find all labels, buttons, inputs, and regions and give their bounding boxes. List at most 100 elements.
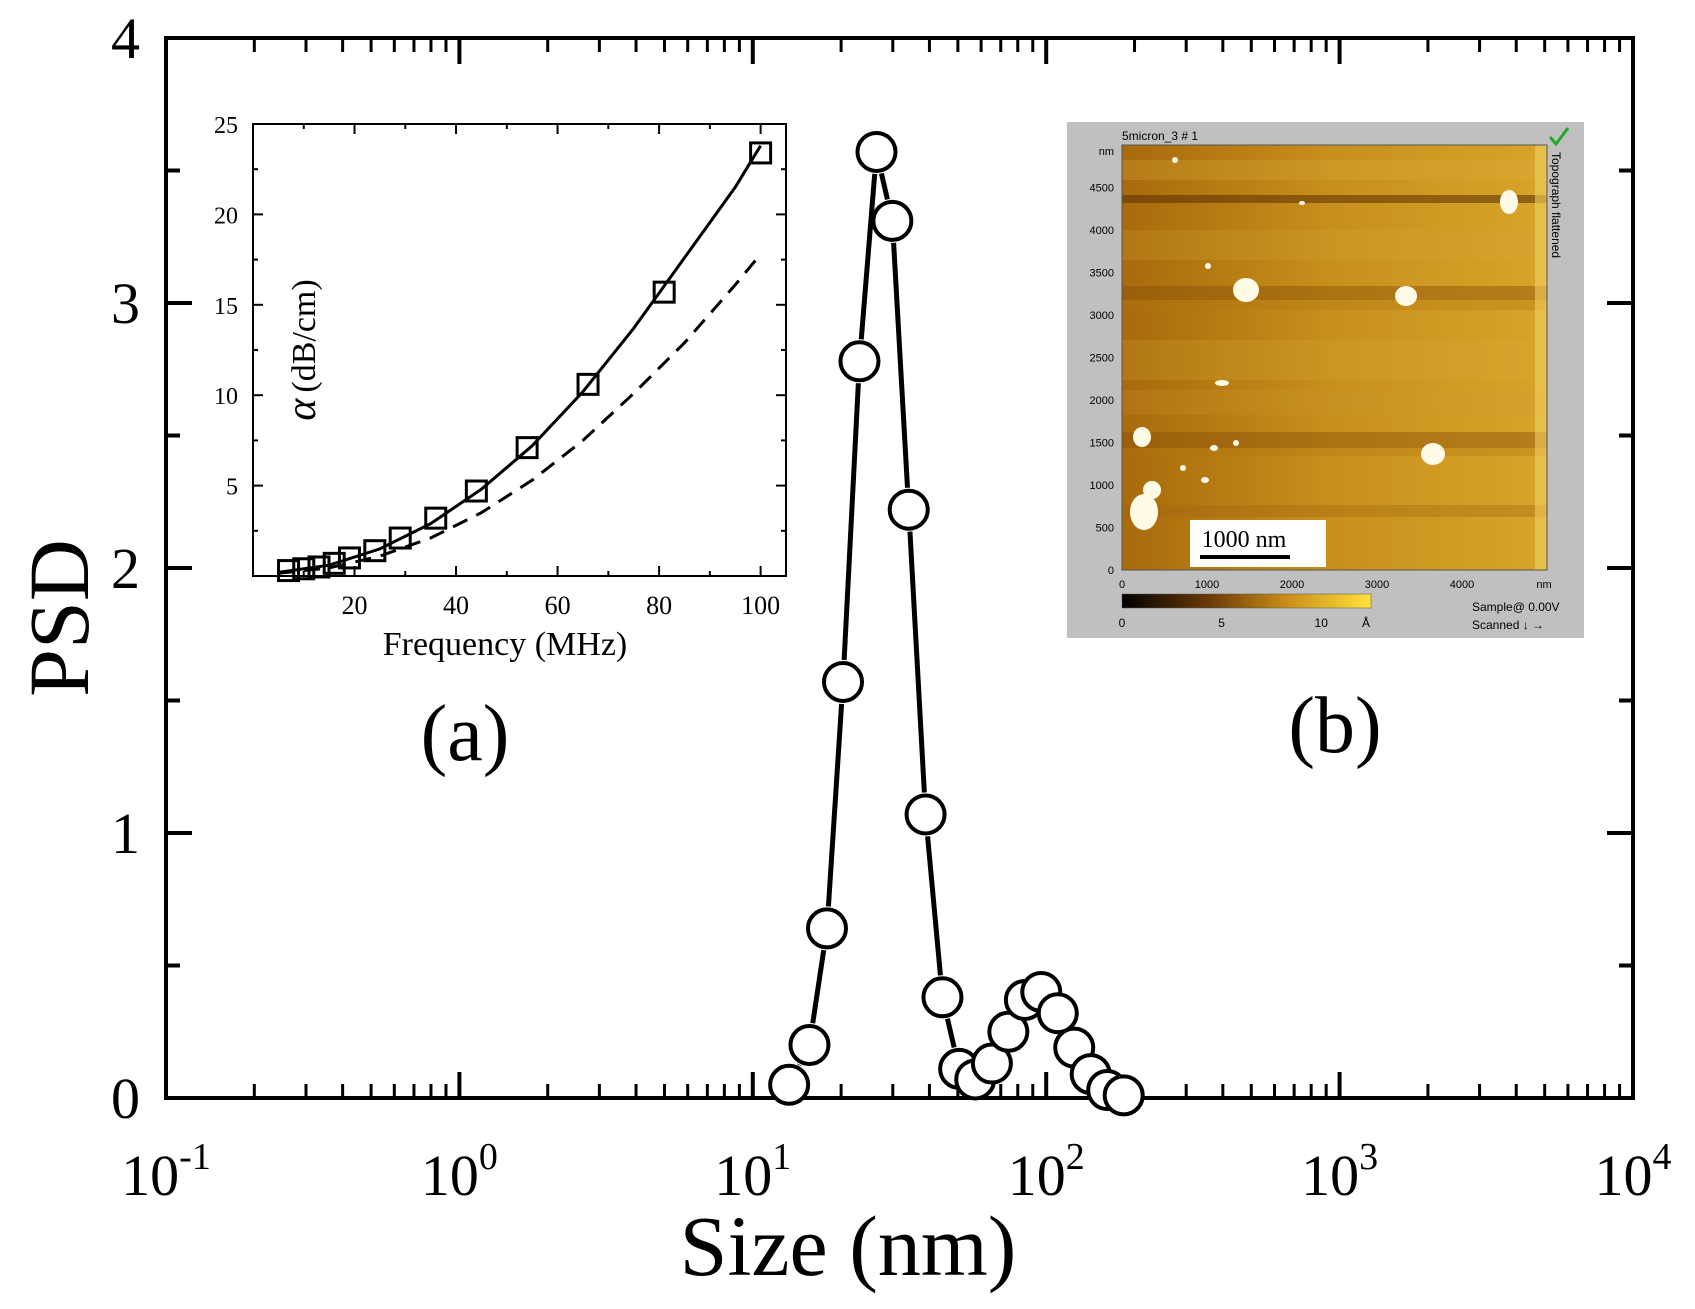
main-y-tick-labels: 0 1 2 3 4 xyxy=(111,6,140,1131)
inset-y-axis-label: α (dB/cm) xyxy=(279,279,325,420)
afm-particle xyxy=(1180,465,1186,471)
afm-particle xyxy=(1233,440,1239,446)
afm-scan-stripe xyxy=(1122,448,1547,456)
afm-particle xyxy=(1210,445,1218,451)
main-y-ticks xyxy=(166,36,1633,1100)
inset-data-square xyxy=(337,546,361,570)
afm-bright-edge xyxy=(1535,145,1547,570)
afm-y-tick-label: 3500 xyxy=(1090,268,1114,280)
inset-fit-line xyxy=(278,144,762,574)
main-x-tick-labels: 10-1 100 101 102 103 104 xyxy=(121,1136,1671,1208)
connector-line xyxy=(907,531,927,793)
afm-scan-stripe xyxy=(1122,300,1547,310)
x-tick-exponent: -1 xyxy=(179,1136,211,1178)
x-tick-exponent: 2 xyxy=(1066,1136,1085,1178)
inset-data-square xyxy=(363,539,387,563)
inset-series xyxy=(277,141,773,583)
inset-x-tick-label: 80 xyxy=(646,591,672,620)
afm-particle xyxy=(1130,494,1158,530)
afm-scanned-label: Scanned ↓ → xyxy=(1472,618,1544,632)
afm-x-tick-label: 4000 xyxy=(1450,579,1474,591)
main-series xyxy=(768,130,1145,1117)
afm-scan-stripe xyxy=(1122,230,1547,260)
inset-data-square xyxy=(424,506,448,530)
inset-data-square xyxy=(277,559,301,583)
afm-colorbar xyxy=(1121,593,1372,609)
inset-data-square xyxy=(388,526,412,550)
connector-line xyxy=(925,836,943,976)
connector-line xyxy=(891,242,910,488)
inset-data-square xyxy=(292,557,316,581)
afm-particle xyxy=(1172,157,1178,163)
x-tick-exponent: 3 xyxy=(1359,1136,1378,1178)
main-x-ticks xyxy=(164,38,1635,1098)
x-tick-label: 100 xyxy=(421,1136,498,1208)
afm-topography-image xyxy=(1122,145,1547,570)
x-tick-exponent: 4 xyxy=(1653,1136,1672,1178)
afm-particles xyxy=(1130,157,1518,530)
inset-data-square xyxy=(307,555,331,579)
afm-y-tick-label: 3000 xyxy=(1090,310,1114,322)
afm-particle xyxy=(1205,263,1211,269)
y-tick-label: 3 xyxy=(111,271,140,336)
connector-line xyxy=(810,949,827,1024)
afm-colorbar-tick-label: 5 xyxy=(1218,616,1225,630)
data-point-circle xyxy=(1102,1074,1145,1117)
data-point-circle xyxy=(822,660,865,703)
afm-scan-stripes xyxy=(1122,145,1547,570)
afm-title: 5micron_3 # 1 xyxy=(1122,129,1198,143)
afm-colorbar-tick-label: 0 xyxy=(1119,616,1126,630)
afm-y-unit-top: nm xyxy=(1099,146,1114,158)
connector-line xyxy=(945,1018,957,1048)
afm-y-tick-label: 2000 xyxy=(1090,395,1114,407)
connector-line xyxy=(858,173,878,340)
x-tick-base: 10 xyxy=(121,1143,179,1208)
afm-particle xyxy=(1143,481,1161,499)
data-point-circle xyxy=(1036,992,1079,1035)
afm-x-tick-labels: 0 1000 2000 3000 4000 xyxy=(1119,579,1474,591)
afm-scan-stripe xyxy=(1122,195,1547,203)
afm-x-tick-label: 2000 xyxy=(1280,579,1304,591)
afm-scan-stripe xyxy=(1122,340,1547,380)
inset-x-tick-labels: 20 40 60 80 100 xyxy=(342,591,781,620)
inset-data-square xyxy=(749,141,773,165)
y-tick-label: 0 xyxy=(111,1066,140,1131)
x-tick-base: 10 xyxy=(1008,1143,1066,1208)
inset-x-tick-label: 20 xyxy=(342,591,368,620)
data-point-circle xyxy=(768,1063,811,1106)
data-point-circle xyxy=(871,199,914,242)
inset-y-tick-label: 25 xyxy=(214,113,238,139)
inset-y-tick-labels: 5 10 15 20 25 xyxy=(214,113,238,501)
afm-side-label: Topograph flattened xyxy=(1549,152,1563,258)
afm-particle xyxy=(1421,443,1445,465)
alpha-symbol: α xyxy=(279,398,325,421)
inset-y-tick-label: 10 xyxy=(214,384,238,410)
inset-data-square xyxy=(322,551,346,575)
inset-x-tick-label: 100 xyxy=(741,591,780,620)
afm-y-tick-label: 500 xyxy=(1096,523,1114,535)
afm-scan-stripe xyxy=(1122,505,1547,517)
afm-x-tick-label: 3000 xyxy=(1365,579,1389,591)
afm-x-tick-label: 1000 xyxy=(1195,579,1219,591)
x-tick-base: 10 xyxy=(714,1143,772,1208)
inset-x-tick-label: 60 xyxy=(545,591,571,620)
afm-y-tick-label: 2500 xyxy=(1090,353,1114,365)
x-tick-label: 103 xyxy=(1301,1136,1378,1208)
afm-scan-stripe xyxy=(1122,432,1547,448)
inset-chart: 20 40 60 80 100 5 10 15 20 25 Frequency (MHz) α (… xyxy=(214,113,787,663)
check-icon xyxy=(1548,127,1570,147)
afm-scan-stripe xyxy=(1122,390,1547,415)
inset-y-tick-label: 15 xyxy=(214,294,238,320)
y-tick-label: 2 xyxy=(111,536,140,601)
afm-particle xyxy=(1395,286,1417,306)
inset-x-axis-label: Frequency (MHz) xyxy=(383,626,628,663)
data-point-circle xyxy=(921,976,964,1019)
inset-plot-frame xyxy=(252,123,787,577)
connector-line xyxy=(878,172,890,200)
afm-y-tick-label: 4500 xyxy=(1090,183,1114,195)
data-point-circle xyxy=(838,340,881,383)
x-tick-label: 102 xyxy=(1008,1136,1085,1208)
inset-data-square xyxy=(515,436,539,460)
afm-sample-label: Sample@ 0.00V xyxy=(1472,600,1560,614)
